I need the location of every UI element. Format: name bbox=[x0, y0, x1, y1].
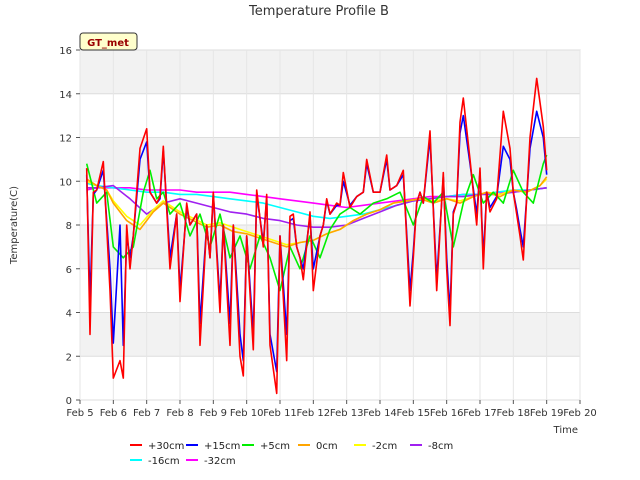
y-tick-label: 12 bbox=[59, 134, 72, 145]
legend-label--8cm: -8cm bbox=[428, 441, 453, 452]
y-tick-label: 14 bbox=[59, 90, 72, 101]
y-tick-label: 6 bbox=[66, 265, 72, 276]
x-tick-label: Feb 16 bbox=[430, 408, 464, 419]
x-tick-label: Feb 15 bbox=[397, 408, 431, 419]
x-tick-label: Feb 6 bbox=[100, 408, 127, 419]
grid-band bbox=[80, 137, 580, 182]
x-axis-label: Time bbox=[553, 425, 578, 436]
x-tick-label: Feb 10 bbox=[230, 408, 264, 419]
y-tick-label: 0 bbox=[66, 396, 72, 407]
site-badge-box bbox=[79, 32, 138, 51]
grid-lines bbox=[79, 49, 581, 401]
legend-label--16cm: -16cm bbox=[148, 456, 180, 467]
y-axis-ticks: 0 2 4 6 8 10 12 14 16 bbox=[59, 46, 80, 407]
series-line--16cm bbox=[86, 182, 547, 220]
x-axis-ticks: Feb 5 Feb 6 Feb 7 Feb 8 Feb 9 Feb 10 Feb 11 Feb… bbox=[66, 400, 597, 419]
y-tick-label: 2 bbox=[66, 352, 72, 363]
site-badge-label: GT_met bbox=[87, 38, 129, 49]
x-tick-label: Feb 14 bbox=[363, 408, 397, 419]
x-tick-label: Feb 19 bbox=[530, 408, 564, 419]
grid-band bbox=[80, 312, 580, 357]
series-lines bbox=[85, 77, 548, 395]
site-badge: GT_met bbox=[79, 32, 138, 51]
y-axis-label: Temperature(C) bbox=[9, 186, 20, 265]
y-tick-label: 16 bbox=[59, 46, 72, 57]
legend-label-+5cm: +5cm bbox=[260, 441, 290, 452]
x-tick-label: Feb 12 bbox=[297, 408, 331, 419]
x-tick-label: Feb 17 bbox=[463, 408, 497, 419]
x-tick-label: Feb 8 bbox=[166, 408, 193, 419]
y-tick-label: 4 bbox=[66, 309, 72, 320]
grid-band bbox=[80, 50, 580, 94]
x-tick-label: Feb 20 bbox=[563, 408, 597, 419]
grid-bands bbox=[80, 50, 580, 357]
y-tick-label: 10 bbox=[59, 177, 72, 188]
legend-label-+15cm: +15cm bbox=[204, 441, 240, 452]
x-tick-label: Feb 13 bbox=[330, 408, 364, 419]
chart-title: Temperature Profile B bbox=[248, 4, 389, 19]
x-tick-label: Feb 5 bbox=[66, 408, 93, 419]
x-tick-label: Feb 9 bbox=[200, 408, 227, 419]
series-line-+30cm bbox=[85, 77, 548, 395]
x-tick-label: Feb 11 bbox=[263, 408, 297, 419]
legend-label-+30cm: +30cm bbox=[148, 441, 184, 452]
x-tick-label: Feb 7 bbox=[133, 408, 160, 419]
legend: +30cm +15cm +5cm 0cm -2cm -8cm -16cm -32cm bbox=[130, 441, 453, 467]
legend-label--2cm: -2cm bbox=[372, 441, 397, 452]
y-tick-label: 8 bbox=[66, 221, 72, 232]
x-tick-label: Feb 18 bbox=[497, 408, 531, 419]
legend-label-0cm: 0cm bbox=[316, 441, 338, 452]
legend-label--32cm: -32cm bbox=[204, 456, 236, 467]
